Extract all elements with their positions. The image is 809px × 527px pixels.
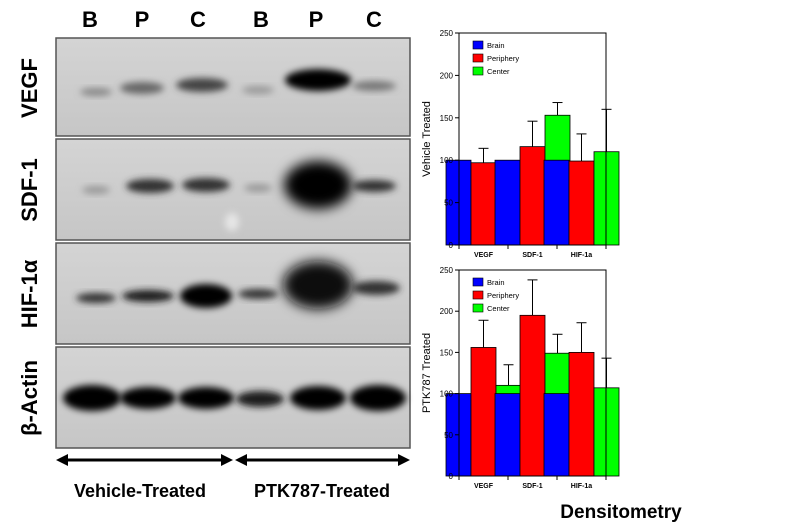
group-label-ptk787: PTK787-Treated: [254, 481, 390, 501]
blot-panel-sdf1: [55, 138, 411, 241]
y-tick-label: 100: [440, 390, 454, 399]
y-tick-label: 200: [440, 71, 454, 80]
bar-periphery-sdf1: [519, 146, 546, 246]
y-tick-label: 0: [449, 472, 454, 481]
x-tick-label: HIF-1a: [571, 483, 593, 490]
legend-swatch-periphery: [472, 290, 484, 300]
y-tick-label: 100: [440, 156, 454, 165]
plot-frame: [458, 269, 607, 477]
error-bar-periphery-sdf1: [527, 120, 538, 147]
legend-label-brain: Brain: [487, 41, 505, 50]
vehicle-treated-bar-chart: VEGF SDF-1 HIF-1a 0 50 100 150 200 250 Vehicle Tr…: [421, 29, 620, 259]
error-bar-center-vegf: [503, 364, 514, 386]
legend: Brain Periphery Center: [472, 277, 519, 313]
lane-label-p-ptk787: P: [309, 7, 324, 32]
ptk787-group-arrow: [235, 454, 410, 466]
y-tick-label: 0: [449, 241, 454, 250]
lane-label-c-ptk787: C: [366, 7, 382, 32]
x-tick-label: VEGF: [474, 483, 494, 490]
bar-brain-hif1a: [543, 393, 570, 477]
lane-label-c-vehicle: C: [190, 7, 206, 32]
blot-panel-beta-actin: [55, 346, 411, 449]
blot-panel-vegf: [55, 37, 411, 137]
x-tick-label: HIF-1a: [571, 252, 593, 259]
legend-label-periphery: Periphery: [487, 54, 519, 63]
bar-periphery-vegf: [470, 347, 497, 477]
bar-brain-sdf1: [494, 393, 521, 477]
western-blot: B P C B P C: [17, 7, 411, 501]
bar-periphery-hif1a: [568, 160, 595, 246]
row-label-beta-actin: β-Actin: [17, 360, 42, 436]
bar-periphery-hif1a: [568, 351, 595, 477]
y-tick-label: 250: [440, 266, 454, 275]
lane-label-b-vehicle: B: [82, 7, 98, 32]
lane-label-b-ptk787: B: [253, 7, 269, 32]
x-tick-label: SDF-1: [522, 252, 542, 259]
legend-label-periphery: Periphery: [487, 291, 519, 300]
group-label-vehicle: Vehicle-Treated: [74, 481, 206, 501]
legend-swatch-brain: [472, 40, 484, 50]
error-bar-periphery-hif1a: [576, 133, 587, 162]
error-bar-center-sdf1: [552, 333, 563, 354]
bar-brain-hif1a: [543, 159, 570, 246]
x-tick-label: SDF-1: [522, 483, 542, 490]
error-bar-periphery-vegf: [478, 319, 489, 348]
error-bar-center-sdf1: [552, 102, 563, 116]
legend-swatch-center: [472, 66, 484, 76]
y-tick-label: 50: [444, 431, 453, 440]
error-bar-periphery-vegf: [478, 147, 489, 163]
y-axis-label: PTK787 Treated: [421, 333, 433, 413]
blot-panel-hif1a: [55, 242, 411, 345]
y-tick-label: 150: [440, 348, 454, 357]
bar-brain-sdf1: [494, 159, 521, 246]
lane-label-p-vehicle: P: [135, 7, 150, 32]
legend-label-center: Center: [487, 304, 510, 313]
bar-periphery-vegf: [470, 162, 497, 246]
legend-swatch-periphery: [472, 53, 484, 63]
plot-frame: [458, 32, 607, 246]
y-tick-label: 50: [444, 199, 453, 208]
row-label-sdf1: SDF-1: [17, 158, 42, 222]
y-tick-label: 200: [440, 307, 454, 316]
x-tick-label: VEGF: [474, 252, 494, 259]
y-tick-label: 250: [440, 29, 454, 38]
y-axis-label: Vehicle Treated: [421, 101, 433, 177]
ptk787-treated-bar-chart: VEGF SDF-1 HIF-1a 0 50 100 150 200 250 PTK787 Tre…: [421, 266, 620, 490]
legend-swatch-brain: [472, 277, 484, 287]
legend: Brain Periphery Center: [472, 40, 519, 76]
legend-label-center: Center: [487, 67, 510, 76]
bar-periphery-sdf1: [519, 314, 546, 477]
y-tick-label: 150: [440, 114, 454, 123]
vehicle-group-arrow: [56, 454, 233, 466]
legend-swatch-center: [472, 303, 484, 313]
row-label-hif1a: HIF-1α: [17, 259, 42, 328]
legend-label-brain: Brain: [487, 278, 505, 287]
error-bar-periphery-sdf1: [527, 279, 538, 316]
densitometry-caption: Densitometry: [560, 502, 682, 523]
row-label-vegf: VEGF: [17, 58, 42, 118]
error-bar-periphery-hif1a: [576, 322, 587, 353]
